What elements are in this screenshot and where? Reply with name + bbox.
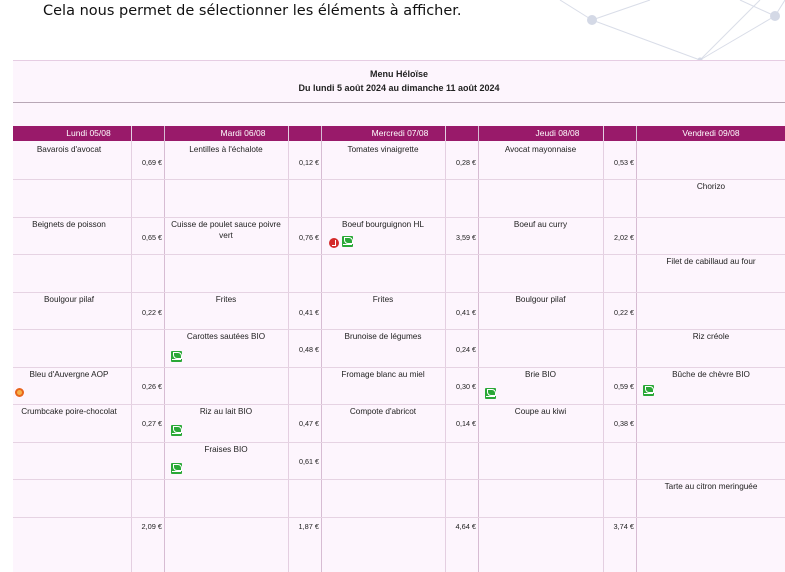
dish-jeudi-4: Brie BIO: [525, 370, 556, 379]
dish-vendredi-5: Tarte au citron meringuée: [664, 482, 758, 491]
grid-line: [164, 126, 165, 572]
price-mercredi-3: 0,41 €: [456, 308, 476, 317]
organic-label-icon: [342, 236, 353, 247]
price-mercredi-6: 0,14 €: [456, 419, 476, 428]
price-mardi-6: 0,61 €: [299, 457, 319, 466]
dish-lundi-3: Boulgour pilaf: [43, 295, 95, 304]
dish-jeudi-5: Coupe au kiwi: [514, 407, 567, 416]
price-mardi-5: 0,47 €: [299, 419, 319, 428]
day-header-vendredi: Vendredi 09/08: [637, 126, 785, 141]
dish-mardi-2: Cuisse de poulet sauce poivre vert: [171, 220, 281, 240]
row-line: [13, 292, 785, 293]
aop-label-icon: [15, 388, 24, 397]
dish-mercredi-3: Frites: [372, 295, 394, 304]
grid-line: [445, 126, 446, 572]
menu-date-range: Du lundi 5 août 2024 au dimanche 11 août…: [298, 83, 500, 93]
price-lundi-2: 0,65 €: [142, 233, 162, 242]
dish-jeudi-3: Boulgour pilaf: [515, 295, 566, 304]
price-lundi-5: 0,27 €: [142, 419, 162, 428]
price-mercredi-2: 3,59 €: [456, 233, 476, 242]
row-line: [13, 442, 785, 443]
dish-vendredi-2: Filet de cabillaud au four: [666, 257, 756, 266]
day-header-jeudi: Jeudi 08/08: [479, 126, 636, 141]
row-line: [13, 179, 785, 180]
dish-mercredi-4: Brunoise de légumes: [344, 332, 422, 341]
dish-lundi-4: Bleu d'Auvergne AOP: [29, 370, 109, 379]
row-line: [13, 479, 785, 480]
total-mercredi: 4,64 €: [455, 522, 476, 531]
row-line: [13, 217, 785, 218]
total-mardi: 1,87 €: [298, 522, 319, 531]
organic-label-icon: [485, 388, 496, 399]
price-jeudi-4: 0,59 €: [614, 382, 634, 391]
grid-line: [288, 126, 289, 572]
price-mardi-4: 0,48 €: [299, 345, 319, 354]
menu-sheet: Menu Héloïse Du lundi 5 août 2024 au dim…: [13, 60, 785, 572]
dish-jeudi-1: Avocat mayonnaise: [504, 145, 577, 154]
organic-label-icon: [171, 425, 182, 436]
price-jeudi-3: 0,22 €: [614, 308, 634, 317]
day-header-lundi: Lundi 05/08: [13, 126, 164, 141]
dish-mercredi-2: Boeuf bourguignon HL: [342, 220, 424, 229]
dish-jeudi-2: Boeuf au curry: [513, 220, 568, 229]
dish-lundi-5: Crumbcake poire-chocolat: [21, 407, 117, 416]
price-jeudi-5: 0,38 €: [614, 419, 634, 428]
dish-mercredi-5: Fromage blanc au miel: [341, 370, 425, 379]
row-line: [13, 517, 785, 518]
divider: [13, 102, 785, 103]
price-mardi-2: 0,76 €: [299, 233, 319, 242]
dish-vendredi-4: Bûche de chèvre BIO: [672, 370, 750, 379]
price-mercredi-4: 0,24 €: [456, 345, 476, 354]
price-lundi-3: 0,22 €: [142, 308, 162, 317]
day-header-mardi: Mardi 06/08: [165, 126, 321, 141]
dish-mardi-4: Carottes sautées BIO: [186, 332, 266, 341]
row-line: [13, 254, 785, 255]
dish-vendredi-3: Riz créole: [692, 332, 730, 341]
price-mercredi-5: 0,30 €: [456, 382, 476, 391]
organic-label-icon: [171, 351, 182, 362]
row-line: [13, 329, 785, 330]
dish-mercredi-6: Compote d'abricot: [349, 407, 417, 416]
grid-line: [478, 126, 479, 572]
menu-title: Menu Héloïse: [369, 69, 428, 79]
price-jeudi-2: 2,02 €: [614, 233, 634, 242]
grid-line: [131, 126, 132, 572]
row-line: [13, 367, 785, 368]
price-jeudi-1: 0,53 €: [614, 158, 634, 167]
price-mardi-1: 0,12 €: [299, 158, 319, 167]
row-line: [13, 404, 785, 405]
grid-line: [636, 126, 637, 572]
dish-mardi-1: Lentilles à l'échalote: [189, 145, 263, 154]
grid-line: [603, 126, 604, 572]
organic-label-icon: [643, 385, 654, 396]
price-lundi-1: 0,69 €: [142, 158, 162, 167]
price-mardi-3: 0,41 €: [299, 308, 319, 317]
menu-table: Lundi 05/08 Mardi 06/08 Mercredi 07/08 J…: [13, 126, 785, 572]
dish-mardi-3: Frites: [215, 295, 237, 304]
total-jeudi: 3,74 €: [613, 522, 634, 531]
organic-label-icon: [171, 463, 182, 474]
price-mercredi-1: 0,28 €: [456, 158, 476, 167]
total-lundi: 2,09 €: [141, 522, 162, 531]
price-lundi-4: 0,26 €: [142, 382, 162, 391]
label-rouge-icon: [329, 238, 339, 248]
dish-mercredi-1: Tomates vinaigrette: [347, 145, 419, 154]
dish-mardi-6: Fraises BIO: [204, 445, 248, 454]
dish-lundi-2: Beignets de poisson: [32, 220, 106, 229]
dish-mardi-5: Riz au lait BIO: [199, 407, 253, 416]
dish-lundi-1: Bavarois d'avocat: [36, 145, 102, 154]
day-header-mercredi: Mercredi 07/08: [322, 126, 478, 141]
caption-text: Cela nous permet de sélectionner les élé…: [43, 3, 462, 19]
grid-line: [321, 126, 322, 572]
dish-vendredi-1: Chorizo: [696, 182, 726, 191]
